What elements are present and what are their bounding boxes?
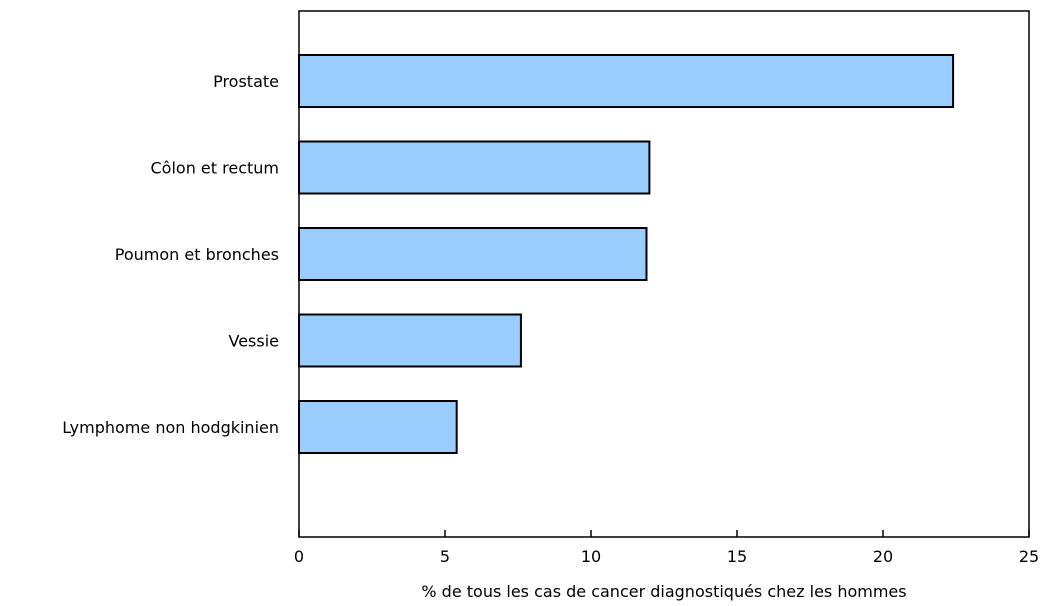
bar-1 — [298, 140, 651, 195]
x-tick-label-3: 15 — [727, 547, 747, 566]
x-tick-label-0: 0 — [294, 547, 304, 566]
bar-3 — [298, 313, 522, 368]
x-axis-title: % de tous les cas de cancer diagnostiqué… — [421, 582, 906, 601]
category-label-2: Poumon et bronches — [115, 245, 279, 264]
x-tick-label-1: 5 — [440, 547, 450, 566]
x-tick-label-5: 25 — [1019, 547, 1039, 566]
bar-4 — [298, 400, 458, 454]
x-tick-label-4: 20 — [873, 547, 893, 566]
x-axis-ticks-group: 0 5 10 15 20 25 — [294, 530, 1039, 566]
bars-group — [298, 54, 955, 454]
bar-0 — [298, 54, 955, 108]
category-label-4: Lymphome non hodgkinien — [62, 418, 279, 437]
category-label-1: Côlon et rectum — [151, 159, 280, 178]
x-tick-label-2: 10 — [581, 547, 601, 566]
category-labels-group: Prostate Côlon et rectum Poumon et bronche… — [62, 72, 279, 437]
bar-2 — [298, 227, 648, 281]
category-label-0: Prostate — [213, 72, 279, 91]
category-label-3: Vessie — [228, 332, 279, 351]
